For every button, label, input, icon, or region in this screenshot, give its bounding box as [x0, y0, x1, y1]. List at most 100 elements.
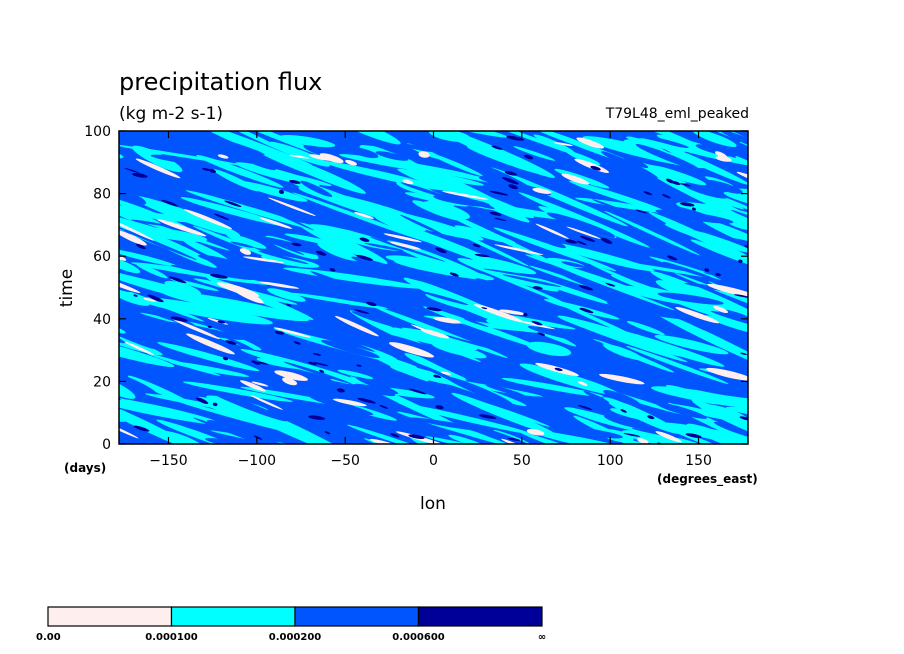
precip-cell [324, 431, 331, 435]
precip-cell [351, 256, 436, 284]
y-tick-label: 20 [93, 374, 111, 390]
precip-cell [358, 328, 440, 355]
precip-cell [212, 402, 218, 407]
precip-cell [601, 237, 613, 245]
precip-cell [349, 147, 379, 159]
precip-cell [577, 121, 596, 129]
precip-cell [359, 237, 370, 242]
precip-cell [119, 393, 220, 425]
precip-cell [119, 248, 177, 267]
precip-cell [168, 276, 187, 284]
precip-cell [533, 134, 575, 154]
precip-cell [679, 202, 695, 207]
precip-cell [738, 259, 743, 264]
precip-cell [655, 431, 682, 443]
precip-cell [674, 273, 748, 317]
precip-cell [707, 283, 748, 299]
precip-cell [740, 352, 747, 356]
precip-cell [78, 180, 98, 187]
precip-cell [286, 303, 292, 307]
precip-cell [513, 146, 556, 161]
x-tick-label: −100 [238, 453, 276, 469]
precip-cell [217, 320, 226, 324]
precip-cell [169, 361, 249, 377]
precip-cell [119, 410, 126, 422]
precip-cell [119, 203, 161, 219]
precip-cell [133, 294, 138, 297]
precip-cell [357, 397, 376, 404]
precip-cell [664, 223, 748, 254]
precip-cell [736, 171, 748, 186]
precip-cell [119, 421, 139, 439]
precip-cell [327, 135, 389, 147]
precip-cell [441, 191, 489, 200]
precip-cell [258, 250, 309, 265]
precip-cell [538, 147, 572, 158]
precip-cell [227, 399, 357, 444]
precip-cell [237, 180, 308, 202]
precip-cell [680, 183, 691, 187]
precip-cell [422, 201, 470, 220]
precip-cell [440, 143, 482, 163]
x-tick-label: −50 [330, 453, 360, 469]
precip-cell [239, 248, 252, 255]
precip-cell [447, 193, 495, 209]
precip-cell [240, 380, 266, 392]
precip-cell [408, 388, 427, 395]
precip-cell [365, 207, 484, 241]
precip-cell [508, 184, 518, 190]
precip-cell [182, 381, 293, 402]
precip-cell [529, 430, 661, 444]
precip-cell [753, 352, 821, 377]
precip-cell [748, 379, 756, 383]
precip-cell [659, 202, 705, 215]
precip-cell [379, 404, 389, 409]
precip-cell [383, 233, 422, 243]
precip-cell [225, 336, 256, 351]
precip-cell [570, 131, 702, 148]
precip-cell [119, 328, 175, 368]
precip-cell [251, 360, 261, 365]
precip-cell [308, 154, 333, 161]
precip-cell [409, 417, 489, 432]
colorbar-swatch [47, 606, 173, 627]
precip-cell [527, 326, 604, 345]
y-units: (days) [64, 461, 106, 475]
precip-cell [308, 361, 317, 366]
precip-cell [119, 252, 127, 261]
precip-cell [686, 385, 748, 400]
precip-cell [279, 172, 332, 187]
precip-cell [566, 328, 621, 343]
run-label: T79L48_eml_peaked [605, 106, 749, 122]
precip-cell [604, 210, 700, 256]
precip-cell [133, 425, 150, 432]
precip-cell [754, 401, 760, 407]
precip-cell [159, 430, 207, 444]
precip-cell [349, 310, 426, 348]
precip-cell [643, 191, 653, 196]
precip-cell [580, 235, 596, 242]
precip-cell [683, 183, 728, 199]
precip-cell [546, 212, 616, 238]
precip-cell [410, 324, 441, 337]
precip-cell [119, 374, 157, 395]
precip-cell [253, 202, 315, 231]
precip-cell [185, 190, 323, 232]
y-tick-label: 100 [84, 124, 111, 140]
precip-cell [654, 335, 729, 355]
precip-cell [485, 384, 525, 397]
precip-cell [308, 224, 401, 251]
precip-cell [590, 165, 601, 171]
precip-cell [553, 142, 573, 147]
precip-cell [388, 342, 435, 358]
colorbar-label: 0.000600 [392, 632, 445, 643]
precip-cell [747, 168, 748, 184]
precip-cell [713, 421, 748, 440]
y-axis: 0 20 40 60 80 100 [84, 124, 748, 453]
precip-cell [463, 318, 489, 327]
precip-cell [297, 222, 388, 264]
precip-cell [568, 180, 667, 213]
precip-cell [428, 131, 471, 142]
x-axis: −150 −100 −50 0 50 100 150 [149, 131, 712, 469]
precip-cell [210, 273, 228, 279]
